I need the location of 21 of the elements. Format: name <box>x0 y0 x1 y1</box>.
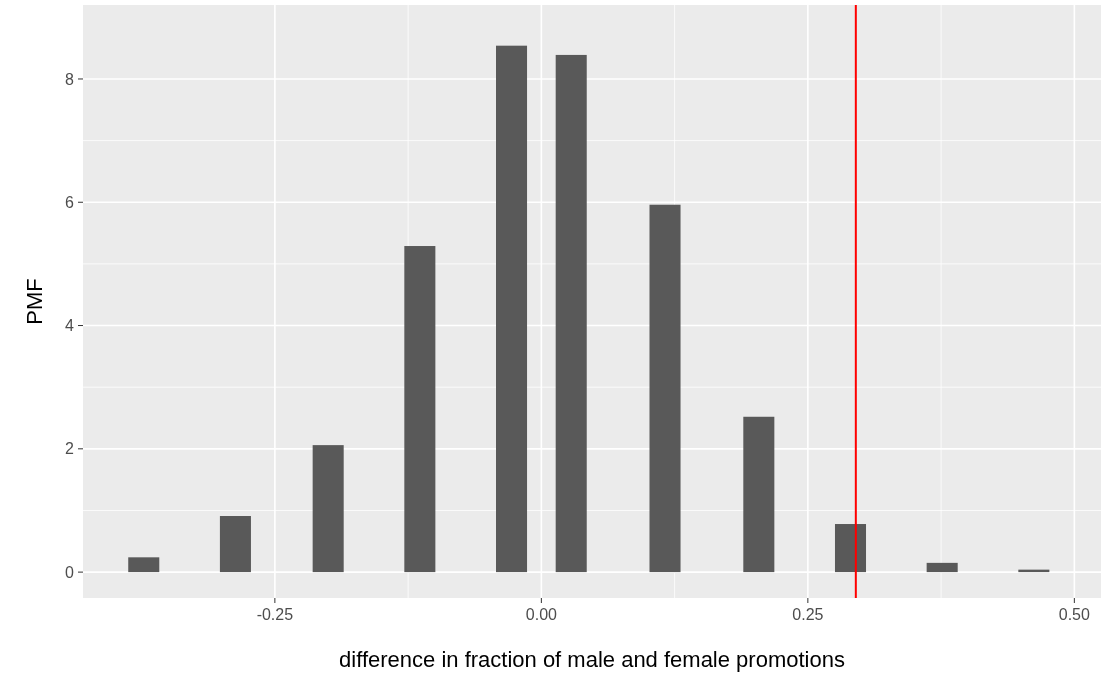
y-axis-title: PMF <box>22 278 47 325</box>
y-tick-label: 0 <box>65 563 75 581</box>
y-tick-label: 6 <box>65 193 75 211</box>
bar <box>743 416 775 573</box>
bar <box>219 516 251 573</box>
y-tick-label: 2 <box>65 440 75 458</box>
x-axis-title: difference in fraction of male and female promotions <box>339 647 845 672</box>
x-tick-label: 0.25 <box>792 606 824 623</box>
bar <box>649 204 681 573</box>
bar <box>926 562 958 573</box>
bar <box>834 524 867 573</box>
bar <box>128 557 160 573</box>
bar <box>312 445 344 573</box>
x-tick-label: 0.50 <box>1058 606 1091 623</box>
x-tick-label: 0.00 <box>525 606 558 623</box>
x-tick-label: -0.25 <box>256 606 294 623</box>
bar <box>496 45 528 573</box>
bar <box>555 54 587 573</box>
y-tick-label: 8 <box>65 70 75 88</box>
bar <box>404 246 436 573</box>
y-tick-label: 4 <box>65 317 75 335</box>
